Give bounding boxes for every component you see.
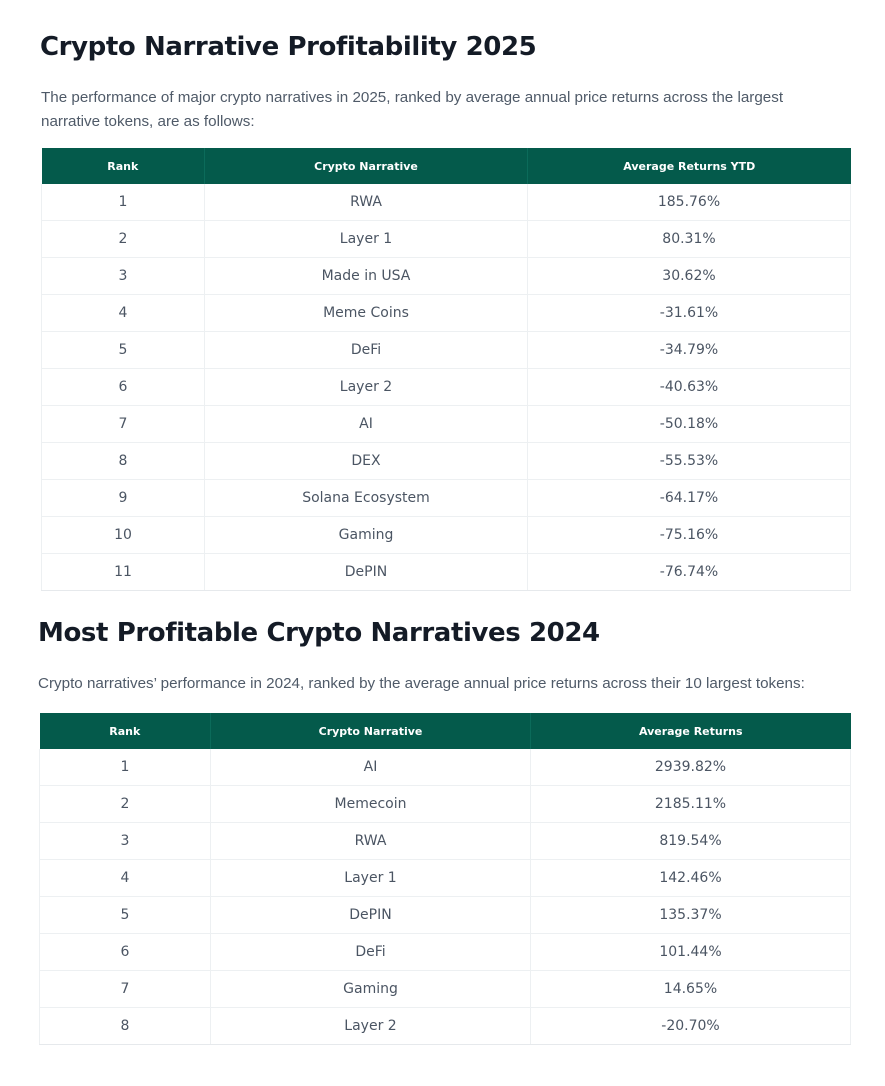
rank-cell: 10 xyxy=(41,516,205,554)
table-body-2024: 1 AI 2939.82% 2 Memecoin 2185.11% 3 RWA 819.54% 4… xyxy=(39,749,851,1045)
rank-cell: 2 xyxy=(39,785,211,823)
table-row: 3 RWA 819.54% xyxy=(39,822,851,860)
table-row: 5 DePIN 135.37% xyxy=(39,896,851,934)
rank-cell: 5 xyxy=(41,331,205,369)
table-row: 6 Layer 2 -40.63% xyxy=(41,368,851,406)
rank-cell: 1 xyxy=(39,749,211,786)
rank-cell: 8 xyxy=(39,1007,211,1045)
narratives-table-2025: Rank Crypto Narrative Average Returns YT… xyxy=(41,148,851,591)
narrative-cell: Gaming xyxy=(204,516,528,554)
table-row: 9 Solana Ecosystem -64.17% xyxy=(41,479,851,517)
table-row: 1 RWA 185.76% xyxy=(41,184,851,221)
returns-cell: -34.79% xyxy=(527,331,851,369)
table-row: 11 DePIN -76.74% xyxy=(41,553,851,591)
narrative-cell: Memecoin xyxy=(210,785,531,823)
returns-cell: 135.37% xyxy=(530,896,851,934)
returns-cell: 819.54% xyxy=(530,822,851,860)
narrative-cell: Gaming xyxy=(210,970,531,1008)
returns-cell: 185.76% xyxy=(527,184,851,221)
header-narrative: Crypto Narrative xyxy=(204,148,528,184)
rank-cell: 7 xyxy=(39,970,211,1008)
rank-cell: 9 xyxy=(41,479,205,517)
narrative-cell: Solana Ecosystem xyxy=(204,479,528,517)
rank-cell: 7 xyxy=(41,405,205,443)
returns-cell: 101.44% xyxy=(530,933,851,971)
table-row: 2 Layer 1 80.31% xyxy=(41,220,851,258)
narrative-cell: DePIN xyxy=(204,553,528,591)
returns-cell: 2939.82% xyxy=(530,749,851,786)
narrative-cell: Layer 1 xyxy=(210,859,531,897)
page-title-2024: Most Profitable Crypto Narratives 2024 xyxy=(38,618,600,648)
returns-cell: 2185.11% xyxy=(530,785,851,823)
returns-cell: -50.18% xyxy=(527,405,851,443)
header-rank: Rank xyxy=(39,713,211,749)
table-row: 7 AI -50.18% xyxy=(41,405,851,443)
table-row: 4 Meme Coins -31.61% xyxy=(41,294,851,332)
narrative-cell: DeFi xyxy=(210,933,531,971)
narrative-cell: RWA xyxy=(204,184,528,221)
intro-2024: Crypto narratives’ performance in 2024, … xyxy=(38,675,805,692)
table-row: 4 Layer 1 142.46% xyxy=(39,859,851,897)
header-returns: Average Returns xyxy=(530,713,851,749)
returns-cell: 14.65% xyxy=(530,970,851,1008)
returns-cell: -75.16% xyxy=(527,516,851,554)
table-row: 8 Layer 2 -20.70% xyxy=(39,1007,851,1045)
rank-cell: 4 xyxy=(41,294,205,332)
returns-cell: 142.46% xyxy=(530,859,851,897)
narrative-cell: Layer 1 xyxy=(204,220,528,258)
rank-cell: 11 xyxy=(41,553,205,591)
narrative-cell: Layer 2 xyxy=(210,1007,531,1045)
table-row: 5 DeFi -34.79% xyxy=(41,331,851,369)
rank-cell: 6 xyxy=(39,933,211,971)
narrative-cell: DePIN xyxy=(210,896,531,934)
rank-cell: 6 xyxy=(41,368,205,406)
returns-cell: -64.17% xyxy=(527,479,851,517)
returns-cell: 30.62% xyxy=(527,257,851,295)
intro-2025: The performance of major crypto narrativ… xyxy=(41,89,784,130)
narrative-cell: Made in USA xyxy=(204,257,528,295)
returns-cell: 80.31% xyxy=(527,220,851,258)
table-row: 2 Memecoin 2185.11% xyxy=(39,785,851,823)
narrative-cell: AI xyxy=(210,749,531,786)
table-row: 10 Gaming -75.16% xyxy=(41,516,851,554)
returns-cell: -55.53% xyxy=(527,442,851,480)
narrative-cell: Meme Coins xyxy=(204,294,528,332)
rank-cell: 8 xyxy=(41,442,205,480)
narrative-cell: Layer 2 xyxy=(204,368,528,406)
rank-cell: 3 xyxy=(41,257,205,295)
narrative-cell: RWA xyxy=(210,822,531,860)
rank-cell: 2 xyxy=(41,220,205,258)
header-returns: Average Returns YTD xyxy=(527,148,851,184)
header-narrative: Crypto Narrative xyxy=(210,713,531,749)
returns-cell: -20.70% xyxy=(530,1007,851,1045)
table-header-row: Rank Crypto Narrative Average Returns YT… xyxy=(41,148,851,184)
rank-cell: 4 xyxy=(39,859,211,897)
table-row: 3 Made in USA 30.62% xyxy=(41,257,851,295)
rank-cell: 1 xyxy=(41,184,205,221)
returns-cell: -40.63% xyxy=(527,368,851,406)
returns-cell: -76.74% xyxy=(527,553,851,591)
narrative-cell: DEX xyxy=(204,442,528,480)
header-rank: Rank xyxy=(41,148,205,184)
table-row: 8 DEX -55.53% xyxy=(41,442,851,480)
table-row: 7 Gaming 14.65% xyxy=(39,970,851,1008)
table-row: 1 AI 2939.82% xyxy=(39,749,851,786)
table-row: 6 DeFi 101.44% xyxy=(39,933,851,971)
table-body-2025: 1 RWA 185.76% 2 Layer 1 80.31% 3 Made in USA 30.… xyxy=(41,184,851,591)
rank-cell: 5 xyxy=(39,896,211,934)
table-header-row: Rank Crypto Narrative Average Returns xyxy=(39,713,851,749)
page-title-2025: Crypto Narrative Profitability 2025 xyxy=(40,32,537,62)
narrative-cell: AI xyxy=(204,405,528,443)
rank-cell: 3 xyxy=(39,822,211,860)
returns-cell: -31.61% xyxy=(527,294,851,332)
narrative-cell: DeFi xyxy=(204,331,528,369)
